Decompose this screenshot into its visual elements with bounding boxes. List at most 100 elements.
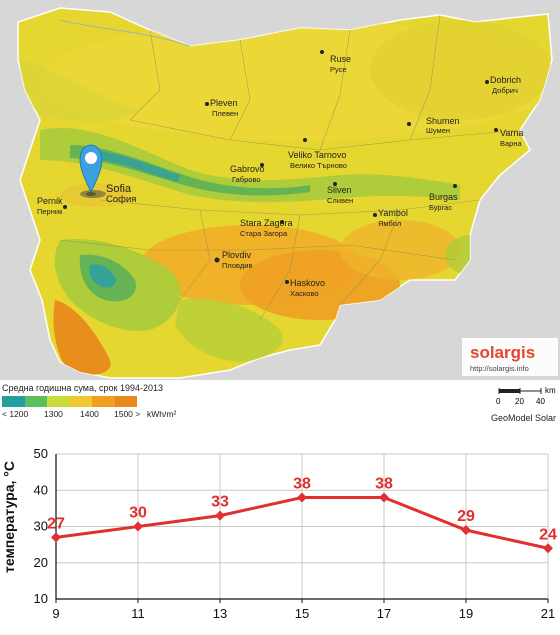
map-legend: Средна годишна сума, срок 1994-2013 < 12… bbox=[0, 380, 560, 432]
y-axis-label: температура, °C bbox=[1, 461, 17, 573]
svg-text:Plovdiv: Plovdiv bbox=[222, 250, 252, 260]
city-ruse: Ruse Русе bbox=[320, 50, 351, 74]
svg-text:Сливен: Сливен bbox=[327, 196, 353, 205]
svg-text:Стара Загора: Стара Загора bbox=[240, 229, 288, 238]
x-tick-label: 15 bbox=[295, 606, 309, 621]
legend-tick: 1300 bbox=[44, 409, 63, 419]
y-tick-label: 50 bbox=[34, 446, 48, 461]
y-tick-label: 40 bbox=[34, 482, 48, 497]
bulgaria-map-graphic: Ruse Русе Dobrich Добрич Pleven Плевен S… bbox=[17, 7, 558, 379]
data-point bbox=[297, 492, 307, 503]
legend-tick: 1500 > bbox=[114, 409, 141, 419]
svg-text:Хасково: Хасково bbox=[290, 289, 319, 298]
city-varna: Varna Варна bbox=[494, 128, 523, 148]
data-label: 38 bbox=[293, 476, 311, 493]
svg-text:Шумен: Шумен bbox=[426, 126, 450, 135]
chart-axes bbox=[55, 454, 549, 603]
solargis-logo: solargis http://solargis.info bbox=[462, 338, 558, 376]
svg-text:solargis: solargis bbox=[470, 343, 535, 362]
svg-text:София: София bbox=[106, 194, 136, 205]
data-label: 30 bbox=[129, 505, 147, 522]
x-tick-labels: 9 11 13 15 17 19 21 bbox=[52, 606, 555, 621]
svg-text:Велико Търново: Велико Търново bbox=[290, 161, 347, 170]
y-tick-label: 30 bbox=[34, 519, 48, 534]
legend-swatch bbox=[92, 396, 115, 407]
data-point bbox=[543, 543, 553, 554]
data-point bbox=[133, 521, 143, 532]
legend-tick-labels: < 1200 1300 1400 1500 > kWh/m² bbox=[2, 409, 242, 421]
svg-text:Sofia: Sofia bbox=[106, 183, 132, 195]
data-point bbox=[51, 532, 61, 543]
solar-irradiation-map: Ruse Русе Dobrich Добрич Pleven Плевен S… bbox=[0, 0, 560, 380]
svg-text:Бургас: Бургас bbox=[429, 203, 452, 212]
x-tick-label: 9 bbox=[52, 606, 59, 621]
x-tick-label: 17 bbox=[377, 606, 391, 621]
legend-caption: Средна годишна сума, срок 1994-2013 bbox=[2, 383, 163, 393]
y-tick-label: 10 bbox=[34, 591, 48, 606]
legend-swatch bbox=[24, 396, 47, 407]
city-burgas: Burgas Бургас bbox=[429, 184, 458, 212]
svg-text:Габрово: Габрово bbox=[232, 175, 261, 184]
svg-text:Yambol: Yambol bbox=[378, 208, 408, 218]
svg-text:0: 0 bbox=[496, 397, 501, 406]
svg-text:Pernik: Pernik bbox=[37, 196, 63, 206]
geomodel-credit: GeoModel Solar bbox=[490, 413, 556, 423]
svg-text:Haskovo: Haskovo bbox=[290, 278, 325, 288]
legend-swatch bbox=[69, 396, 92, 407]
city-dobrich: Dobrich Добрич bbox=[485, 75, 521, 95]
data-label: 27 bbox=[47, 515, 65, 532]
x-tick-label: 11 bbox=[131, 606, 145, 621]
data-label: 33 bbox=[211, 494, 229, 511]
city-pleven: Pleven Плевен bbox=[205, 98, 238, 118]
svg-text:Shumen: Shumen bbox=[426, 116, 460, 126]
legend-swatch bbox=[114, 396, 137, 407]
data-label: 24 bbox=[539, 526, 557, 543]
location-pin-icon[interactable] bbox=[79, 144, 103, 196]
city-shumen: Shumen Шумен bbox=[407, 116, 460, 135]
svg-text:km: km bbox=[545, 386, 556, 395]
x-tick-label: 13 bbox=[213, 606, 227, 621]
svg-text:Русе: Русе bbox=[330, 65, 347, 74]
city-stara-zagora: Stara Zagora Стара Загора bbox=[240, 218, 293, 238]
svg-text:http://solargis.info: http://solargis.info bbox=[470, 364, 529, 373]
svg-text:Gabrovo: Gabrovo bbox=[230, 164, 265, 174]
data-labels: 27 30 33 38 38 29 24 bbox=[47, 476, 557, 544]
svg-text:Stara Zagora: Stara Zagora bbox=[240, 218, 293, 228]
x-tick-label: 19 bbox=[459, 606, 473, 621]
city-veliko-tarnovo: Veliko Tarnovo Велико Търново bbox=[288, 138, 347, 170]
legend-color-scale bbox=[2, 396, 137, 407]
svg-text:Veliko Tarnovo: Veliko Tarnovo bbox=[288, 150, 346, 160]
legend-tick: kWh/m² bbox=[147, 409, 177, 419]
svg-text:Перник: Перник bbox=[37, 207, 63, 216]
city-sofia: Sofia София bbox=[80, 183, 136, 205]
legend-swatch bbox=[47, 396, 70, 407]
city-plovdiv: Plovdiv Пловдив bbox=[214, 250, 252, 270]
svg-text:Burgas: Burgas bbox=[429, 192, 458, 202]
svg-text:Добрич: Добрич bbox=[492, 86, 518, 95]
svg-text:20: 20 bbox=[515, 397, 524, 406]
svg-text:Varna: Varna bbox=[500, 128, 523, 138]
svg-text:Dobrich: Dobrich bbox=[490, 75, 521, 85]
svg-text:Sliven: Sliven bbox=[327, 185, 352, 195]
data-label: 29 bbox=[457, 508, 475, 525]
svg-text:Плевен: Плевен bbox=[212, 109, 238, 118]
legend-tick: 1400 bbox=[80, 409, 99, 419]
svg-text:Ямбол: Ямбол bbox=[378, 219, 401, 228]
x-tick-label: 21 bbox=[541, 606, 555, 621]
svg-text:Ruse: Ruse bbox=[330, 54, 351, 64]
province-borders bbox=[59, 14, 521, 321]
city-gabrovo: Gabrovo Габрово bbox=[230, 163, 265, 184]
legend-tick: < 1200 bbox=[2, 409, 29, 419]
svg-text:Варна: Варна bbox=[500, 139, 522, 148]
svg-text:Пловдив: Пловдив bbox=[222, 261, 252, 270]
y-tick-labels: 10 20 30 40 50 bbox=[34, 446, 48, 606]
svg-text:Pleven: Pleven bbox=[210, 98, 238, 108]
scale-bar: 0 20 40 km bbox=[496, 386, 556, 406]
city-yambol: Yambol Ямбол bbox=[373, 208, 408, 228]
data-point bbox=[461, 525, 471, 536]
city-sliven: Sliven Сливен bbox=[327, 182, 353, 205]
svg-text:40: 40 bbox=[536, 397, 545, 406]
data-point bbox=[215, 510, 225, 521]
city-pernik: Pernik Перник bbox=[37, 196, 67, 216]
